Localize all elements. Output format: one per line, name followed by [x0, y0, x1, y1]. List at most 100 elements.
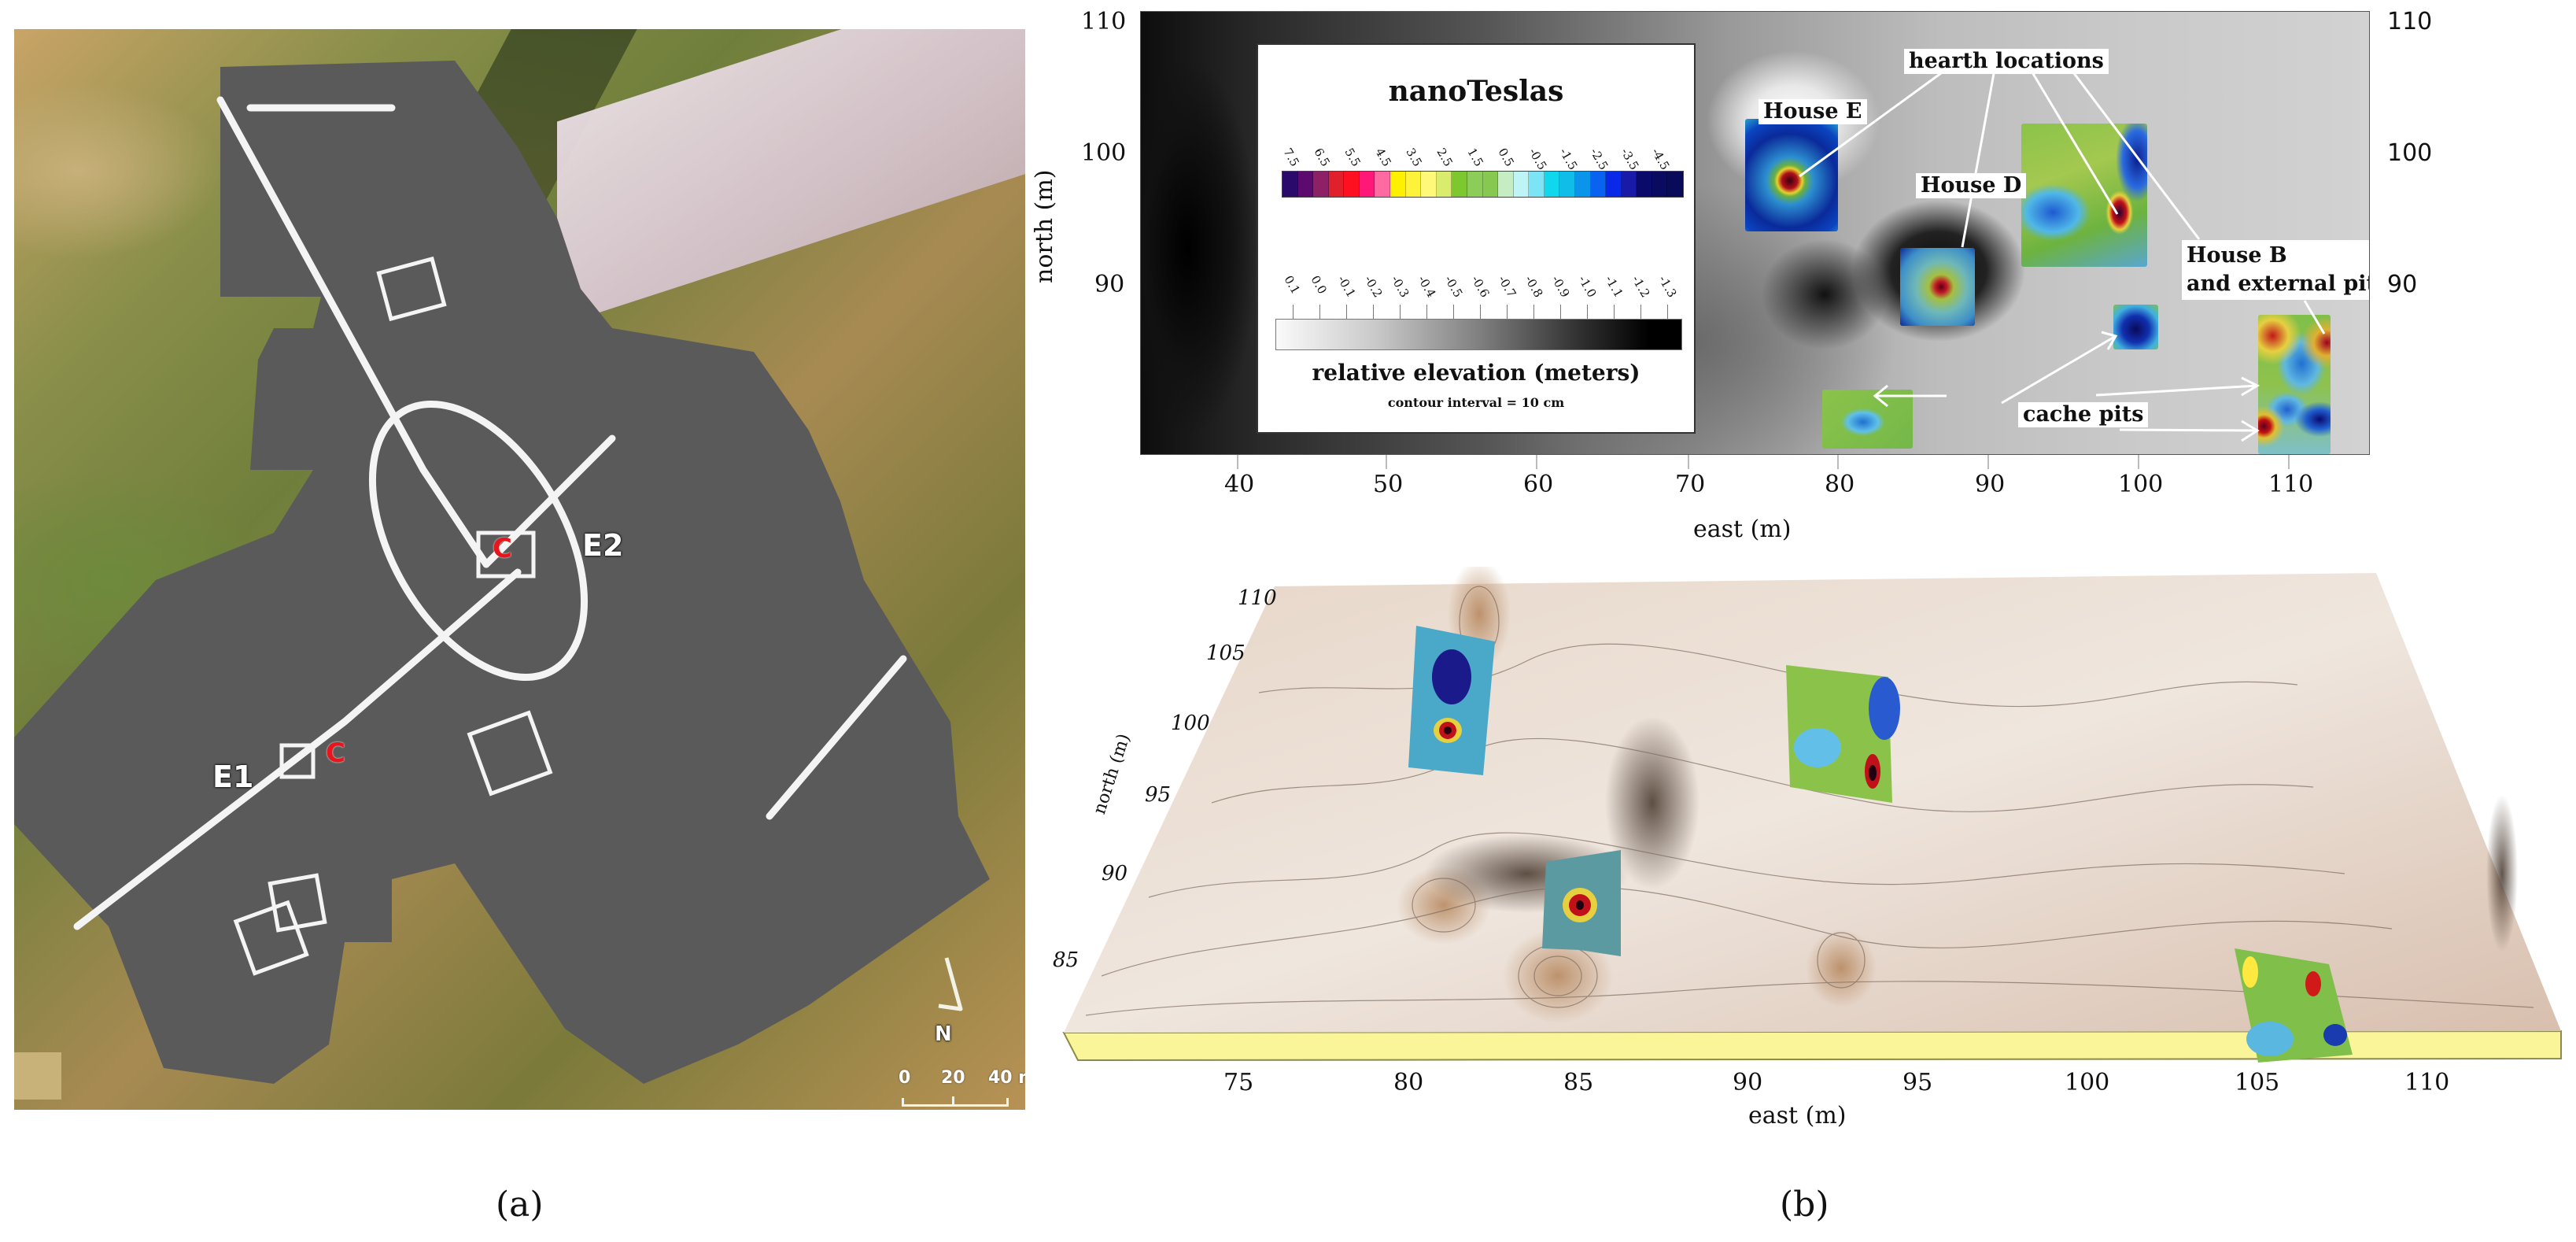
surface-ytick-110: 110 — [1238, 586, 1277, 610]
scale-tick-40: 40 m — [988, 1068, 1025, 1088]
caption-a: (a) — [496, 1185, 544, 1225]
elevation-tickmarks — [1275, 305, 1681, 319]
scale-bar: 0 20 40 m — [895, 1068, 1025, 1110]
colorbar-swatch — [1390, 172, 1406, 197]
map2d-xlabel: east (m) — [1693, 516, 1792, 543]
elev-tick: -1.2 — [1629, 273, 1653, 301]
elev-tick: -1.1 — [1602, 273, 1626, 301]
colorbar-swatch — [1282, 172, 1298, 197]
elev-tick: -0.9 — [1548, 273, 1573, 301]
colorbar-swatch — [1529, 172, 1544, 197]
nt-tick: 2.5 — [1434, 146, 1456, 169]
colorbar-swatch — [1498, 172, 1514, 197]
surface-xtick-85: 85 — [1563, 1069, 1594, 1096]
surface-ytick-85: 85 — [1053, 948, 1079, 972]
colorbar-swatch — [1652, 172, 1668, 197]
nt-tick: 6.5 — [1311, 146, 1333, 169]
nt-tick: -3.5 — [1618, 146, 1642, 173]
map2d-xtick-60: 60 — [1523, 471, 1554, 498]
nt-tick: -0.5 — [1526, 146, 1550, 173]
nt-tick: 7.5 — [1280, 146, 1302, 169]
colorbar-swatch — [1375, 172, 1391, 197]
surface-ytick-90: 90 — [1102, 862, 1128, 885]
elev-tick: -0.1 — [1334, 273, 1359, 301]
scale-tick-20: 20 — [941, 1068, 965, 1088]
callout-hearth-locations: hearth locations — [1904, 49, 2109, 74]
north-label: N — [935, 1022, 952, 1046]
colorbar-swatch — [1297, 172, 1314, 197]
colorbar-swatch — [1344, 172, 1360, 197]
callout-house-b-line1: House B — [2187, 243, 2287, 268]
magnetometry-patch-house-e — [1745, 119, 1838, 231]
colorbar-swatch — [1544, 172, 1560, 197]
colorbar-swatch — [1621, 172, 1637, 197]
legend-title: nanoTeslas — [1388, 75, 1564, 108]
map2d-ytick-right-90: 90 — [2387, 271, 2418, 298]
colorbar-swatch — [1559, 172, 1575, 197]
magnetometry-patch-house-b — [2258, 315, 2331, 454]
elevation-colorbar — [1275, 319, 1682, 350]
callout-house-d: House D — [1916, 173, 2027, 198]
colorbar-swatch — [1436, 172, 1452, 197]
map2d-xtick-40: 40 — [1224, 471, 1255, 498]
magnetometry-patch-hearths — [2021, 124, 2147, 267]
surface-ytick-105: 105 — [1206, 641, 1246, 665]
surface-xtick-80: 80 — [1393, 1069, 1424, 1096]
map-frame — [1140, 11, 2370, 455]
north-arrow-icon — [938, 957, 963, 1011]
surface-xtick-75: 75 — [1223, 1069, 1254, 1096]
nt-tick: 4.5 — [1372, 146, 1394, 169]
elev-tick: 0.0 — [1308, 273, 1330, 297]
nt-tick: 1.5 — [1464, 146, 1486, 169]
surface-xtick-105: 105 — [2235, 1069, 2280, 1096]
colorbar-swatch — [1467, 172, 1483, 197]
colorbar-swatch — [1482, 172, 1499, 197]
nt-tick: -1.5 — [1556, 146, 1581, 173]
map2d-xtick-marks — [1237, 455, 2290, 469]
elevation-label: relative elevation (meters) — [1312, 360, 1640, 386]
surface-ytick-95: 95 — [1145, 783, 1172, 807]
leader-lines — [1799, 50, 2326, 442]
surface-xlabel: east (m) — [1748, 1102, 1847, 1129]
map2d-ylabel: north (m) — [1031, 169, 1058, 284]
map2d-ytick-right-100: 100 — [2387, 139, 2433, 167]
colorbar-swatch — [1637, 172, 1652, 197]
surface-xtick-110: 110 — [2404, 1069, 2450, 1096]
elev-tick: -0.2 — [1361, 273, 1386, 301]
surface-ytick-100: 100 — [1171, 712, 1210, 735]
colorbar-swatch — [1590, 172, 1607, 197]
elevation-3d-surface — [1062, 567, 2562, 1063]
map2d-xtick-90: 90 — [1975, 471, 2006, 498]
nt-tick: -4.5 — [1648, 146, 1673, 173]
map2d-xtick-80: 80 — [1825, 471, 1855, 498]
colorbar-swatch — [1313, 172, 1329, 197]
colorbar-swatch — [1405, 172, 1422, 197]
label-e1: E1 — [212, 760, 254, 794]
elev-tick: -1.3 — [1655, 273, 1680, 301]
map2d-ytick-100: 100 — [1081, 139, 1127, 167]
callout-house-e: House E — [1759, 99, 1867, 124]
elev-tick: -1.0 — [1575, 273, 1600, 301]
label-c-north: C — [493, 533, 512, 564]
callout-house-b: House B and external pits — [2182, 240, 2370, 300]
nt-tick: 0.5 — [1495, 146, 1517, 169]
elev-tick: -0.5 — [1441, 273, 1466, 301]
contour-interval-label: contour interval = 10 cm — [1387, 395, 1565, 410]
nt-tick: 5.5 — [1342, 146, 1364, 169]
callout-house-b-line2: and external pits — [2187, 272, 2370, 296]
map2d-xtick-100: 100 — [2118, 471, 2164, 498]
map2d-ytick-right-110: 110 — [2387, 8, 2433, 35]
magnetometry-patch-cache-pit-small — [2113, 305, 2158, 349]
elev-tick: -0.4 — [1415, 273, 1439, 301]
elev-tick: -0.8 — [1522, 273, 1546, 301]
map2d-xtick-70: 70 — [1675, 471, 1706, 498]
label-c-south: C — [326, 737, 345, 769]
scale-tick-0: 0 — [899, 1068, 911, 1088]
nt-tick: -2.5 — [1587, 146, 1611, 173]
elev-tick: -0.7 — [1495, 273, 1519, 301]
map2d-ytick-110: 110 — [1081, 8, 1127, 35]
aerial-magnetometry-image: E1 E2 C C N 0 20 40 m — [14, 29, 1025, 1110]
colorbar-swatch — [1328, 172, 1345, 197]
elevation-tick-labels: 0.1 0.0 -0.1 -0.2 -0.3 -0.4 -0.5 -0.6 -0… — [1278, 273, 1687, 309]
tan-field-patch — [14, 1052, 61, 1100]
